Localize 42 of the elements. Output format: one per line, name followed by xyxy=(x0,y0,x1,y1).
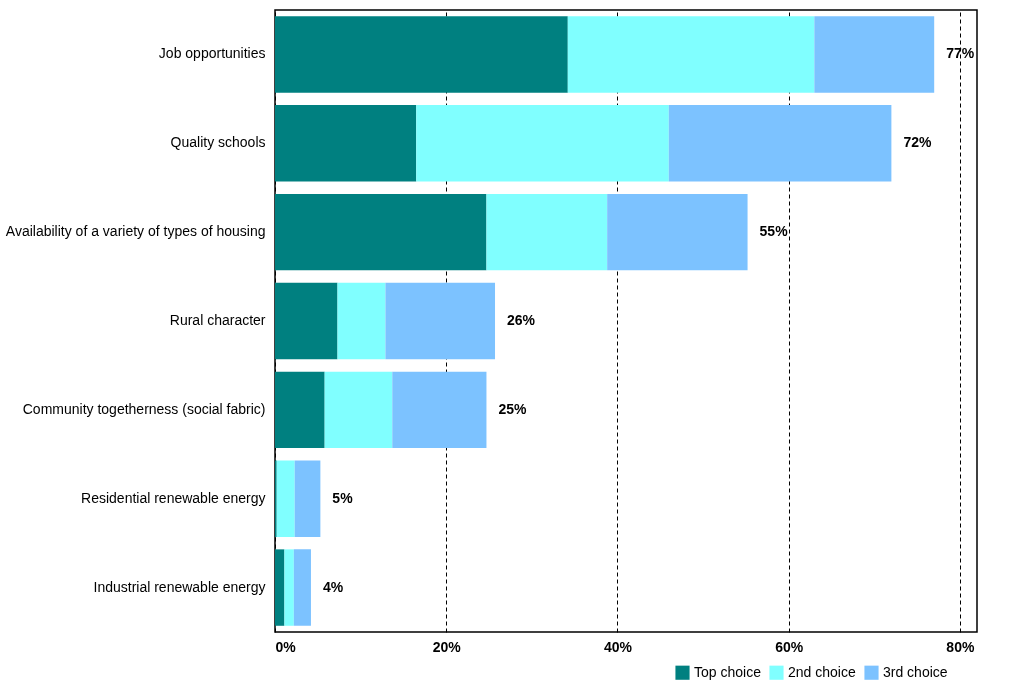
y-tick-label: Quality schools xyxy=(170,134,266,151)
total-label: 25% xyxy=(498,400,528,417)
total-label: 55% xyxy=(759,223,789,240)
y-tick-label: Industrial renewable energy xyxy=(93,578,266,595)
y-tick-label: Residential renewable energy xyxy=(81,489,266,506)
bar xyxy=(284,549,294,626)
bar xyxy=(276,460,295,537)
bar xyxy=(275,371,325,449)
bar xyxy=(385,282,496,360)
y-tick-label: Job opportunities xyxy=(158,45,266,62)
bar xyxy=(293,549,311,626)
x-tick-label: 40% xyxy=(603,638,633,655)
x-tick-label: 20% xyxy=(432,638,462,655)
bar xyxy=(486,193,608,271)
bar xyxy=(294,460,321,537)
bar xyxy=(567,16,815,93)
total-label: 4% xyxy=(322,578,344,595)
legend-label: 3rd choice xyxy=(883,663,948,680)
x-tick-label: 60% xyxy=(775,638,804,655)
bar xyxy=(324,371,393,449)
bar xyxy=(275,16,568,93)
total-label: 26% xyxy=(507,312,536,328)
bar xyxy=(275,282,338,360)
y-tick-label: Community togetherness (social fabric) xyxy=(22,400,266,417)
x-tick-label: 80% xyxy=(946,638,975,655)
bar xyxy=(607,193,748,271)
bar xyxy=(337,282,386,360)
y-tick-label: Rural character xyxy=(169,312,266,328)
bar xyxy=(275,105,417,182)
bar xyxy=(275,549,285,626)
total-label: 5% xyxy=(332,489,354,506)
y-tick-label: Availability of a variety of types of housing xyxy=(5,223,266,240)
bar xyxy=(814,16,935,93)
bar xyxy=(668,105,892,182)
legend-label: Top choice xyxy=(694,663,762,680)
bar xyxy=(275,193,487,271)
bar xyxy=(392,371,487,449)
bar xyxy=(416,105,669,182)
x-tick-label: 0% xyxy=(275,638,297,655)
total-label: 77% xyxy=(946,45,975,62)
total-label: 72% xyxy=(903,134,932,151)
legend-label: 2nd choice xyxy=(788,663,856,680)
